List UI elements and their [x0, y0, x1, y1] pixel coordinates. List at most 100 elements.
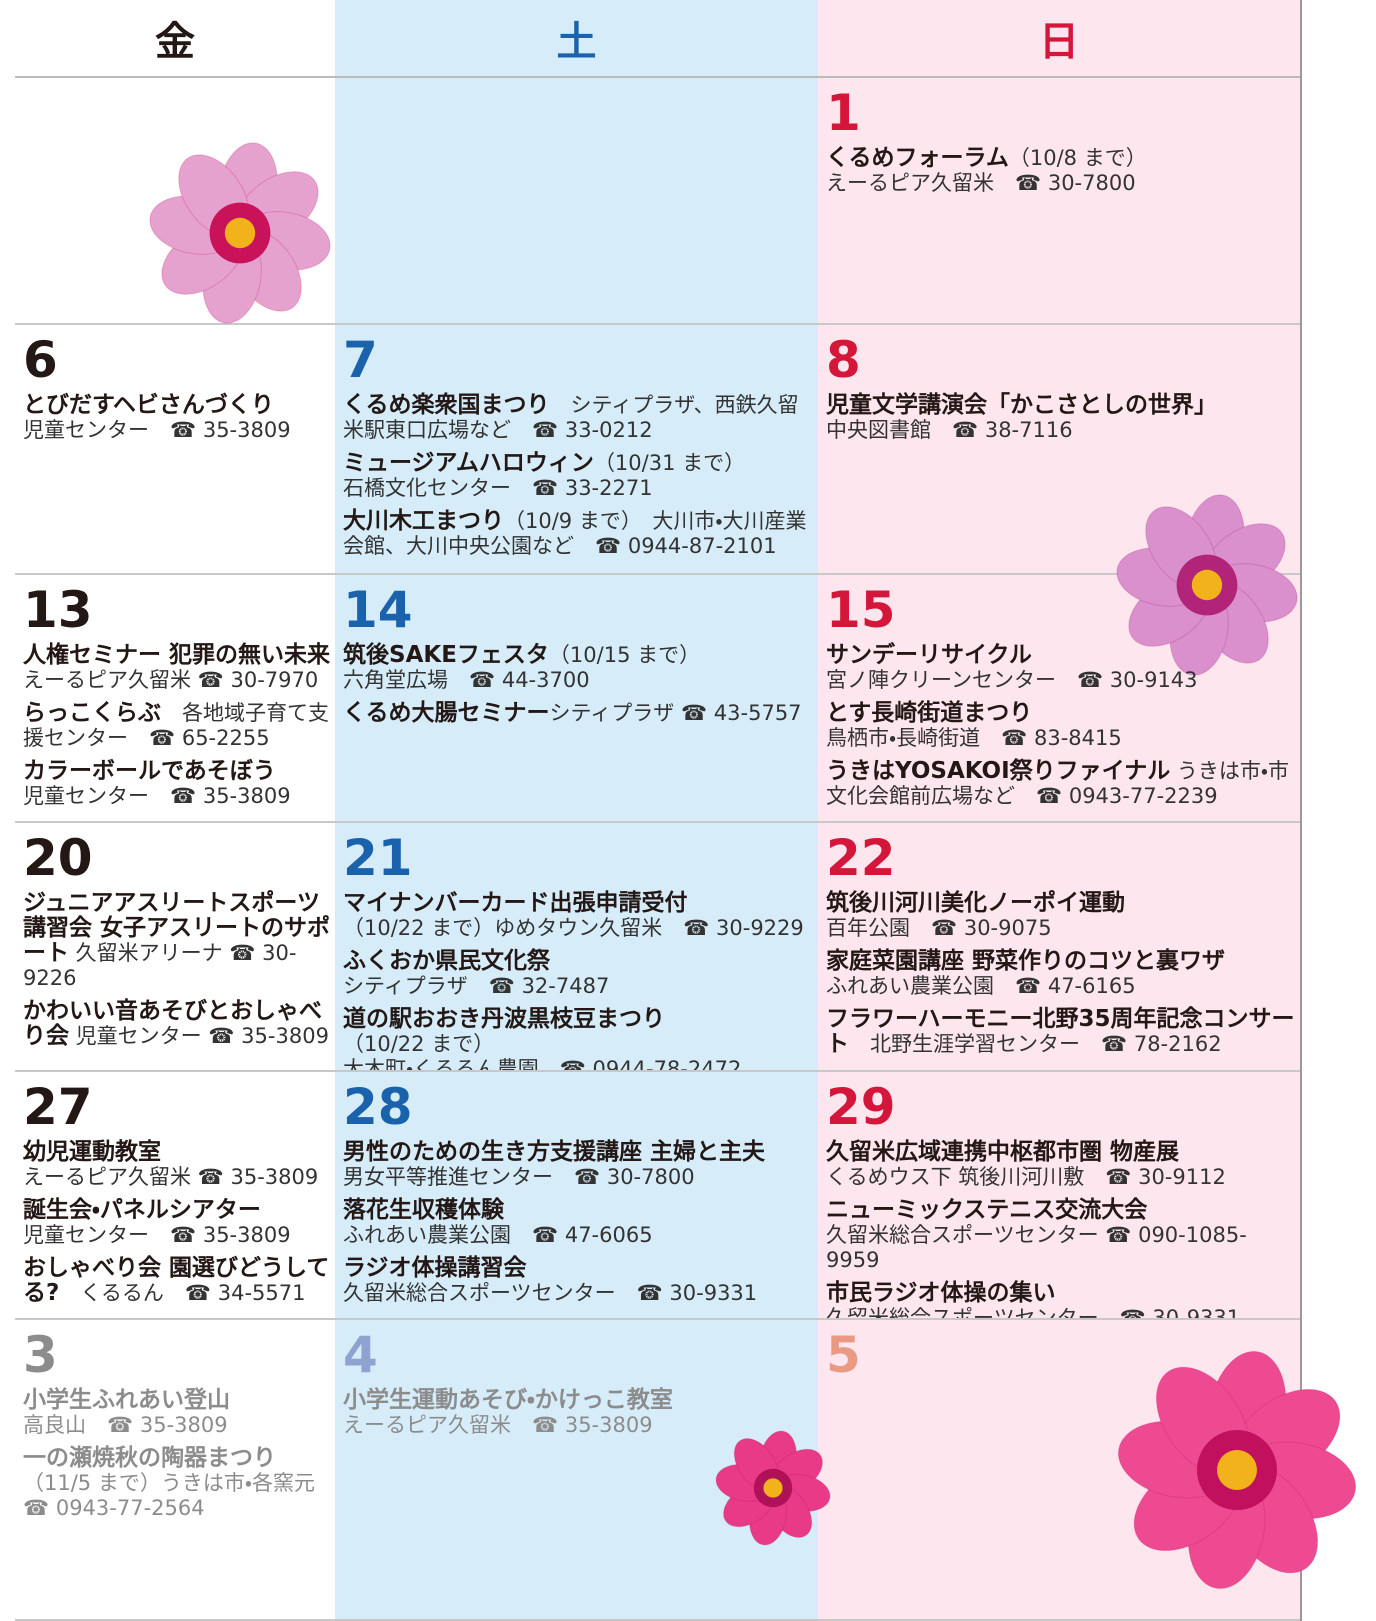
- flower-illustration: [149, 142, 331, 324]
- event-info: 久留米総合スポーツセンター ☎ 30-9331: [343, 1281, 758, 1305]
- event: 幼児運動教室 えーるピア久留米 ☎ 35-3809: [23, 1140, 331, 1190]
- event-title: ジュニアアスリートスポーツ講習会 女子アスリートのサポート: [23, 890, 331, 966]
- day-cell: [15, 78, 335, 325]
- event-info: 高良山 ☎ 35-3809: [23, 1413, 228, 1437]
- event-title: 筑後SAKEフェスタ: [343, 642, 549, 668]
- event: 道の駅おおき丹波黒枝豆まつり（10/22 まで） 大木町・くるるん農園 ☎ 094…: [343, 1007, 814, 1072]
- event: 筑後SAKEフェスタ（10/15 まで） 六角堂広場 ☎ 44-3700: [343, 643, 814, 693]
- event: 久留米広域連携中枢都市圏 物産展 くるめウス下 筑後川河川敷 ☎ 30-9112: [826, 1140, 1296, 1190]
- event: 筑後川河川美化ノーポイ運動 百年公園 ☎ 30-9075: [826, 891, 1296, 941]
- event-title: 小学生ふれあい登山: [23, 1387, 230, 1413]
- event-note: 久留米アリーナ ☎ 30-9226: [23, 941, 297, 990]
- event-title: かわいい音あそびとおしゃべり会: [23, 998, 322, 1049]
- event-note: （10/31 まで）: [593, 451, 746, 475]
- day-number: 21: [343, 829, 413, 887]
- event: 人権セミナー 犯罪の無い未来 えーるピア久留米 ☎ 30-7970: [23, 643, 331, 693]
- event: くるめ大腸セミナーシティプラザ ☎ 43-5757: [343, 701, 814, 726]
- event-info: 児童センター ☎ 35-3809: [23, 1223, 291, 1247]
- event: フラワーハーモニー北野35周年記念コンサート 北野生涯学習センター ☎ 78-2…: [826, 1007, 1296, 1057]
- event-note: 北野生涯学習センター ☎ 78-2162: [849, 1032, 1222, 1056]
- flower-illustration: [1116, 494, 1298, 676]
- event: とびだすヘビさんづくり 児童センター ☎ 35-3809: [23, 393, 331, 443]
- day-number: 3: [23, 1326, 58, 1384]
- event-title: とす長崎街道まつり: [826, 700, 1033, 726]
- day-cell: 29 久留米広域連携中枢都市圏 物産展 くるめウス下 筑後川河川敷 ☎ 30-911…: [818, 1072, 1300, 1320]
- event-title: 市民ラジオ体操の集い: [826, 1280, 1056, 1306]
- weekday-header: 土: [335, 0, 818, 78]
- event-title: 児童文学講演会「かこさとしの世界」: [826, 392, 1217, 418]
- event-title: 久留米広域連携中枢都市圏 物産展: [826, 1139, 1180, 1165]
- event: 児童文学講演会「かこさとしの世界」 中央図書館 ☎ 38-7116: [826, 393, 1296, 443]
- event: 小学生ふれあい登山 高良山 ☎ 35-3809: [23, 1388, 331, 1438]
- event-title: 筑後川河川美化ノーポイ運動: [826, 890, 1125, 916]
- event: 一の瀬焼秋の陶器まつり （11/5 まで）うきは市・各窯元 ☎ 0943-77-2…: [23, 1446, 331, 1521]
- event: ふくおか県民文化祭 シティプラザ ☎ 32-7487: [343, 949, 814, 999]
- event-note: （10/22 まで）: [343, 1032, 495, 1056]
- event-title: らっこくらぶ: [23, 700, 161, 726]
- event-info: 六角堂広場 ☎ 44-3700: [343, 668, 590, 692]
- event-title: くるめ楽衆国まつり: [343, 392, 550, 418]
- event: 小学生運動あそび・かけっこ教室 えーるピア久留米 ☎ 35-3809: [343, 1388, 814, 1438]
- event-info: 大木町・くるるん農園 ☎ 0944-78-2472: [343, 1057, 742, 1072]
- event: 市民ラジオ体操の集い 久留米総合スポーツセンター ☎ 30-9331: [826, 1280, 1296, 1319]
- event-title: ミュージアムハロウィン: [343, 450, 594, 476]
- event-info: 久留米総合スポーツセンター ☎ 090-1085-9959: [826, 1223, 1247, 1272]
- event: ジュニアアスリートスポーツ講習会 女子アスリートのサポート 久留米アリーナ ☎ …: [23, 891, 331, 991]
- day-number: 22: [826, 829, 896, 887]
- event-title: ニューミックステニス交流大会: [826, 1197, 1148, 1223]
- event: おしゃべり会 園選びどうしてる? くるるん ☎ 34-5571: [23, 1256, 331, 1306]
- event-info: 宮ノ陣クリーンセンター ☎ 30-9143: [826, 668, 1198, 692]
- day-number: 5: [826, 1326, 861, 1384]
- flower-illustration: [1117, 1350, 1357, 1590]
- day-cell: 7 くるめ楽衆国まつり シティプラザ、西鉄久留米駅東口広場など ☎ 33-0212…: [335, 325, 818, 575]
- event-info: 男女平等推進センター ☎ 30-7800: [343, 1165, 695, 1189]
- event: くるめフォーラム（10/8 まで） えーるピア久留米 ☎ 30-7800: [826, 146, 1296, 196]
- day-cell: 15 サンデーリサイクル 宮ノ陣クリーンセンター ☎ 30-9143 とす長崎街道まつ…: [818, 575, 1300, 823]
- event-title: 一の瀬焼秋の陶器まつり: [23, 1445, 276, 1471]
- day-cell: 20 ジュニアアスリートスポーツ講習会 女子アスリートのサポート 久留米アリーナ …: [15, 823, 335, 1072]
- event: 家庭菜園講座 野菜作りのコツと裏ワザ ふれあい農業公園 ☎ 47-6165: [826, 949, 1296, 999]
- event-note: シティプラザ ☎ 43-5757: [549, 701, 802, 725]
- event-info: えーるピア久留米 ☎ 35-3809: [343, 1413, 653, 1437]
- event-info: えーるピア久留米 ☎ 30-7800: [826, 171, 1136, 195]
- event-title: ふくおか県民文化祭: [343, 948, 550, 974]
- event: かわいい音あそびとおしゃべり会 児童センター ☎ 35-3809: [23, 999, 331, 1049]
- day-cell: 6 とびだすヘビさんづくり 児童センター ☎ 35-3809: [15, 325, 335, 575]
- event-info: 中央図書館 ☎ 38-7116: [826, 418, 1073, 442]
- event-info: シティプラザ ☎ 32-7487: [343, 974, 610, 998]
- event-info: 児童センター ☎ 35-3809: [23, 418, 291, 442]
- event-info: 鳥栖市・長崎街道 ☎ 83-8415: [826, 726, 1122, 750]
- event-title: 男性のための生き方支援講座 主婦と主夫: [343, 1139, 766, 1165]
- day-number: 8: [826, 331, 861, 389]
- event-info: くるめウス下 筑後川河川敷 ☎ 30-9112: [826, 1165, 1226, 1189]
- event-title: 小学生運動あそび・かけっこ教室: [343, 1387, 673, 1413]
- day-number: 20: [23, 829, 93, 887]
- event: 誕生会・パネルシアター 児童センター ☎ 35-3809: [23, 1198, 331, 1248]
- day-cell: 13 人権セミナー 犯罪の無い未来 えーるピア久留米 ☎ 30-7970 らっこくらぶ…: [15, 575, 335, 823]
- event-note: 各地域子育て支援センター ☎ 65-2255: [23, 701, 329, 750]
- event-info: 石橋文化センター ☎ 33-2271: [343, 476, 653, 500]
- event-title: サンデーリサイクル: [826, 642, 1032, 668]
- day-cell: 21 マイナンバーカード出張申請受付 （10/22 まで）ゆめタウン久留米 ☎ 30…: [335, 823, 818, 1072]
- event: ラジオ体操講習会 久留米総合スポーツセンター ☎ 30-9331: [343, 1256, 814, 1306]
- event-note: くるるん ☎ 34-5571: [59, 1281, 306, 1305]
- event: らっこくらぶ 各地域子育て支援センター ☎ 65-2255: [23, 701, 331, 751]
- event: うきはYOSAKOI祭りファイナル うきは市・市文化会館前広場など ☎ 0943…: [826, 759, 1296, 809]
- day-cell: 3 小学生ふれあい登山 高良山 ☎ 35-3809 一の瀬焼秋の陶器まつり （11/5 …: [15, 1320, 335, 1621]
- flower-illustration: [715, 1430, 831, 1546]
- event-note: （10/9 まで） 大川市・大川産業会館、大川中央公園など ☎ 0944-87-…: [343, 509, 807, 558]
- event-note: （10/15 まで）: [548, 643, 701, 667]
- event-note: （10/8 まで）: [1008, 146, 1147, 170]
- event: 落花生収穫体験 ふれあい農業公園 ☎ 47-6065: [343, 1198, 814, 1248]
- event-info: えーるピア久留米 ☎ 30-7970: [23, 668, 319, 692]
- event-title: 幼児運動教室: [23, 1139, 161, 1165]
- event: とす長崎街道まつり 鳥栖市・長崎街道 ☎ 83-8415: [826, 701, 1296, 751]
- event-info: ふれあい農業公園 ☎ 47-6065: [343, 1223, 653, 1247]
- event: 大川木工まつり（10/9 まで） 大川市・大川産業会館、大川中央公園など ☎ 0…: [343, 509, 814, 559]
- day-cell: 1 くるめフォーラム（10/8 まで） えーるピア久留米 ☎ 30-7800: [818, 78, 1300, 325]
- event-title: とびだすヘビさんづくり: [23, 392, 274, 418]
- event-note: シティプラザ、西鉄久留米駅東口広場など ☎ 33-0212: [343, 393, 799, 442]
- day-number: 27: [23, 1078, 93, 1136]
- event-title: フラワーハーモニー北野35周年記念コンサート: [826, 1006, 1295, 1057]
